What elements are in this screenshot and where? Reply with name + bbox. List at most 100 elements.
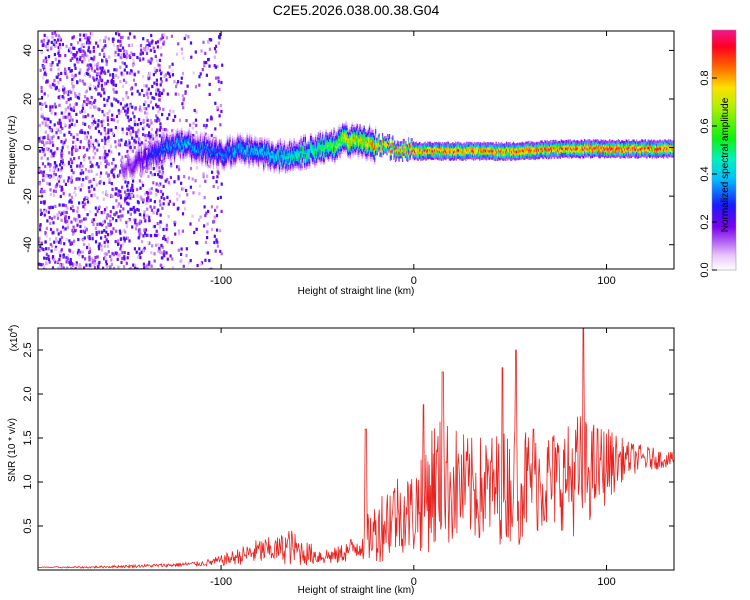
heatmap-cell (273, 158, 275, 161)
heatmap-cell (79, 265, 83, 269)
heatmap-cell (206, 161, 208, 164)
heatmap-cell (39, 208, 42, 212)
heatmap-cell (281, 148, 283, 151)
heatmap-cell (73, 46, 76, 50)
heatmap-cell (321, 146, 323, 149)
heatmap-cell (57, 266, 60, 269)
heatmap-cell (162, 150, 164, 154)
heatmap-cell (282, 154, 284, 158)
heatmap-cell (184, 155, 186, 158)
heatmap-cell (190, 138, 192, 141)
heatmap-cell (107, 139, 110, 143)
heatmap-cell (153, 146, 156, 150)
heatmap-cell (178, 135, 180, 139)
heatmap-cell (206, 140, 209, 144)
heatmap-cell (295, 146, 297, 150)
heatmap-cell (332, 152, 334, 156)
heatmap-cell (155, 162, 157, 165)
heatmap-cell (278, 166, 280, 170)
heatmap-cell (175, 140, 177, 143)
heatmap-cell (231, 150, 234, 153)
heatmap-cell (107, 233, 110, 237)
heatmap-cell (104, 141, 107, 146)
heatmap-cell (212, 147, 215, 150)
heatmap-cell (126, 158, 129, 162)
heatmap-cell (92, 57, 95, 61)
heatmap-cell (346, 135, 348, 138)
heatmap-cell (120, 158, 123, 161)
heatmap-cell (115, 68, 118, 72)
heatmap-cell (112, 205, 115, 209)
heatmap-cell (355, 128, 358, 131)
heatmap-cell (345, 125, 347, 128)
heatmap-cell (218, 163, 220, 167)
heatmap-cell (346, 130, 348, 133)
heatmap-cell (173, 180, 176, 184)
heatmap-cell (64, 54, 67, 58)
heatmap-cell (177, 80, 180, 84)
heatmap-cell (181, 229, 184, 233)
heatmap-cell (46, 157, 49, 161)
heatmap-cell (205, 144, 208, 147)
heatmap-cell (141, 240, 144, 244)
heatmap-cell (212, 154, 215, 158)
heatmap-cell (156, 147, 158, 151)
heatmap-cell (138, 159, 140, 162)
heatmap-cell (166, 152, 168, 156)
heatmap-cell (311, 149, 313, 152)
heatmap-cell (93, 84, 96, 88)
heatmap-cell (349, 146, 351, 149)
heatmap-cell (231, 135, 234, 139)
heatmap-cell (159, 162, 161, 166)
heatmap-cell (277, 142, 279, 145)
heatmap-cell (198, 152, 200, 156)
heatmap-cell (348, 150, 350, 153)
heatmap-cell (83, 82, 87, 86)
heatmap-cell (153, 205, 156, 209)
heatmap-cell (158, 98, 161, 102)
heatmap-cell (164, 142, 166, 146)
heatmap-cell (211, 145, 213, 148)
heatmap-cell (244, 161, 246, 164)
heatmap-cell (184, 150, 186, 153)
heatmap-cell (194, 147, 196, 150)
heatmap-cell (179, 154, 181, 157)
heatmap-cell (148, 150, 150, 154)
heatmap-cell (283, 140, 286, 143)
heatmap-cell (282, 150, 284, 153)
heatmap-cell (202, 140, 204, 144)
heatmap-cell (179, 146, 182, 149)
heatmap-cell (158, 147, 160, 150)
heatmap-cell (286, 149, 288, 152)
heatmap-cell (347, 146, 349, 149)
heatmap-cell (357, 132, 359, 136)
heatmap-cell (106, 240, 109, 244)
heatmap-cell (263, 164, 265, 168)
heatmap-cell (89, 105, 92, 109)
heatmap-cell (336, 155, 339, 158)
heatmap-cell (185, 143, 188, 147)
heatmap-cell (235, 158, 237, 161)
heatmap-cell (79, 33, 82, 37)
heatmap-cell (292, 156, 294, 159)
heatmap-cell (170, 148, 172, 151)
heatmap-cell (340, 134, 342, 137)
heatmap-cell (127, 219, 130, 223)
heatmap-cell (179, 142, 181, 145)
heatmap-cell (186, 193, 189, 197)
heatmap-cell (119, 43, 122, 47)
heatmap-cell (231, 146, 233, 149)
heatmap-cell (162, 42, 165, 46)
heatmap-cell (316, 160, 318, 164)
heatmap-cell (205, 139, 208, 142)
heatmap-cell (192, 136, 195, 139)
heatmap-cell (204, 150, 206, 154)
heatmap-cell (322, 157, 325, 160)
heatmap-cell (283, 164, 286, 167)
heatmap-cell (338, 136, 340, 140)
heatmap-cell (204, 213, 207, 218)
heatmap-cell (155, 152, 157, 156)
heatmap-cell (198, 75, 201, 79)
heatmap-cell (166, 144, 169, 147)
heatmap-cell (249, 155, 251, 158)
